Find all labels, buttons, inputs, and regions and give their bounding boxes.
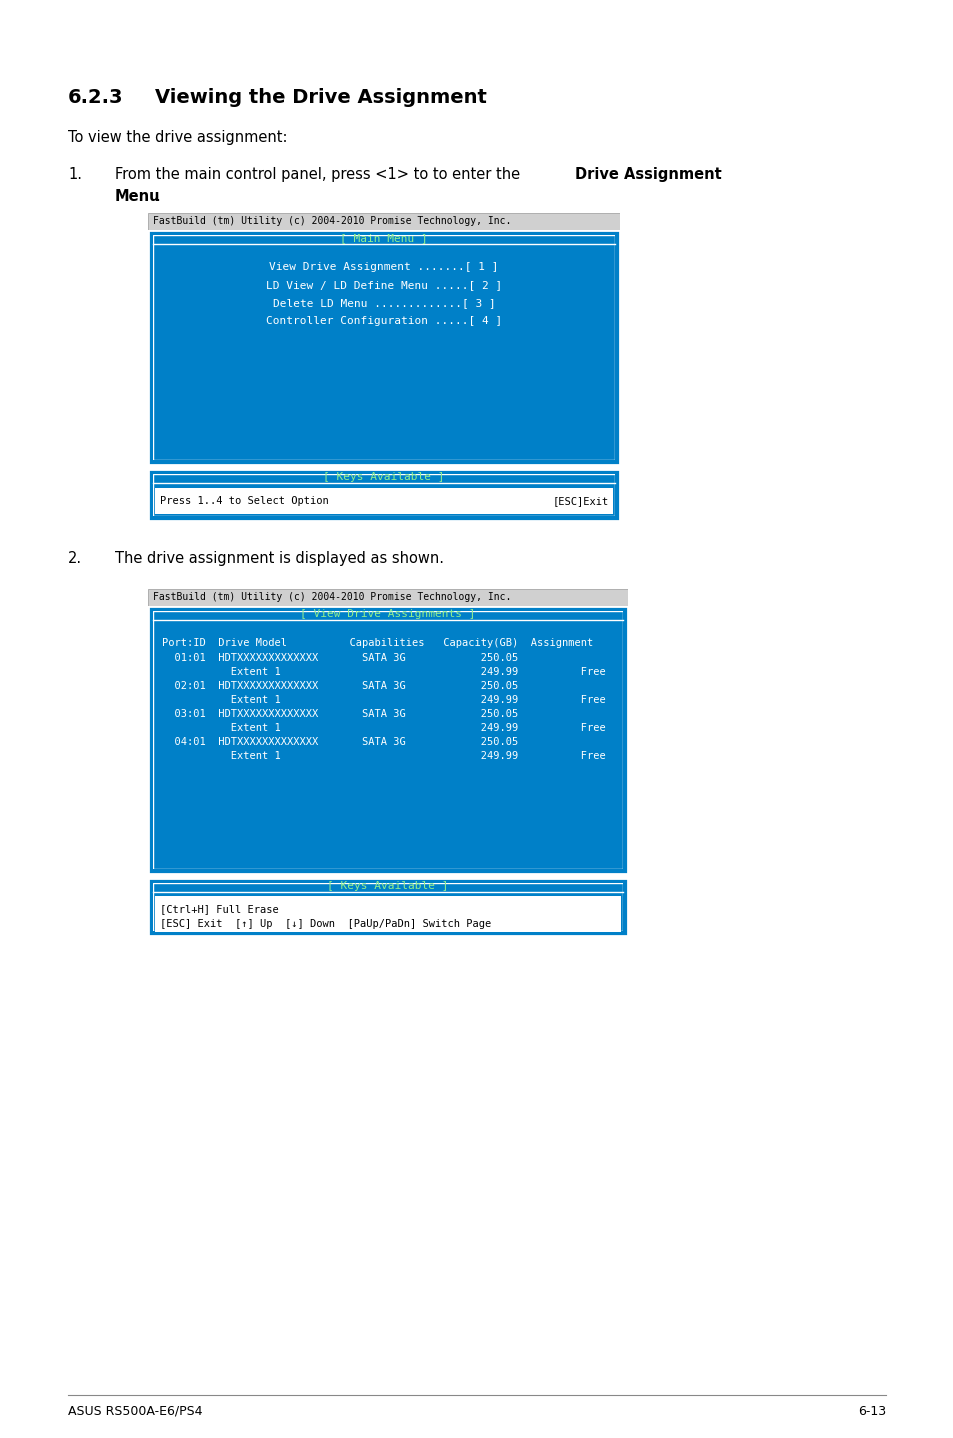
Text: Viewing the Drive Assignment: Viewing the Drive Assignment (154, 88, 486, 106)
Text: 02:01  HDTXXXXXXXXXXXXX       SATA 3G            250.05: 02:01 HDTXXXXXXXXXXXXX SATA 3G 250.05 (162, 682, 517, 692)
Text: 6-13: 6-13 (857, 1405, 885, 1418)
Text: Menu: Menu (115, 188, 160, 204)
Text: View Drive Assignment .......[ 1 ]: View Drive Assignment .......[ 1 ] (269, 262, 498, 272)
Text: 01:01  HDTXXXXXXXXXXXXX       SATA 3G            250.05: 01:01 HDTXXXXXXXXXXXXX SATA 3G 250.05 (162, 653, 517, 663)
Text: Drive Assignment: Drive Assignment (575, 167, 721, 183)
Text: [ Main Menu ]: [ Main Menu ] (340, 233, 428, 243)
Text: [ Keys Available ]: [ Keys Available ] (327, 881, 448, 892)
Text: Extent 1                                249.99          Free: Extent 1 249.99 Free (162, 751, 605, 761)
Text: [ View Drive Assignments ]: [ View Drive Assignments ] (300, 610, 476, 618)
Text: 04:01  HDTXXXXXXXXXXXXX       SATA 3G            250.05: 04:01 HDTXXXXXXXXXXXXX SATA 3G 250.05 (162, 738, 517, 746)
Text: The drive assignment is displayed as shown.: The drive assignment is displayed as sho… (115, 551, 443, 567)
Text: Port:ID  Drive Model          Capabilities   Capacity(GB)  Assignment: Port:ID Drive Model Capabilities Capacit… (162, 638, 593, 649)
Text: FastBuild (tm) Utility (c) 2004-2010 Promise Technology, Inc.: FastBuild (tm) Utility (c) 2004-2010 Pro… (152, 592, 511, 603)
Text: .: . (154, 188, 159, 204)
Text: Press 1..4 to Select Option: Press 1..4 to Select Option (159, 496, 328, 506)
Text: From the main control panel, press <1> to to enter the: From the main control panel, press <1> t… (115, 167, 524, 183)
Text: [ Keys Available ]: [ Keys Available ] (323, 472, 444, 482)
Text: 03:01  HDTXXXXXXXXXXXXX       SATA 3G            250.05: 03:01 HDTXXXXXXXXXXXXX SATA 3G 250.05 (162, 709, 517, 719)
Text: LD View / LD Define Menu .....[ 2 ]: LD View / LD Define Menu .....[ 2 ] (266, 280, 501, 290)
Text: Delete LD Menu .............[ 3 ]: Delete LD Menu .............[ 3 ] (273, 298, 495, 308)
Text: Controller Configuration .....[ 4 ]: Controller Configuration .....[ 4 ] (266, 316, 501, 326)
Text: [ESC] Exit  [↑] Up  [↓] Down  [PaUp/PaDn] Switch Page: [ESC] Exit [↑] Up [↓] Down [PaUp/PaDn] S… (159, 919, 491, 929)
Text: Extent 1                                249.99          Free: Extent 1 249.99 Free (162, 667, 605, 677)
Text: 1.: 1. (68, 167, 82, 183)
Text: FastBuild (tm) Utility (c) 2004-2010 Promise Technology, Inc.: FastBuild (tm) Utility (c) 2004-2010 Pro… (152, 217, 511, 227)
Text: ASUS RS500A-E6/PS4: ASUS RS500A-E6/PS4 (68, 1405, 202, 1418)
Text: Extent 1                                249.99          Free: Extent 1 249.99 Free (162, 723, 605, 733)
Text: 6.2.3: 6.2.3 (68, 88, 123, 106)
Text: 2.: 2. (68, 551, 82, 567)
Text: Extent 1                                249.99          Free: Extent 1 249.99 Free (162, 695, 605, 705)
Text: [Ctrl+H] Full Erase: [Ctrl+H] Full Erase (159, 905, 278, 915)
Text: [ESC]Exit: [ESC]Exit (552, 496, 608, 506)
Text: To view the drive assignment:: To view the drive assignment: (68, 129, 287, 145)
